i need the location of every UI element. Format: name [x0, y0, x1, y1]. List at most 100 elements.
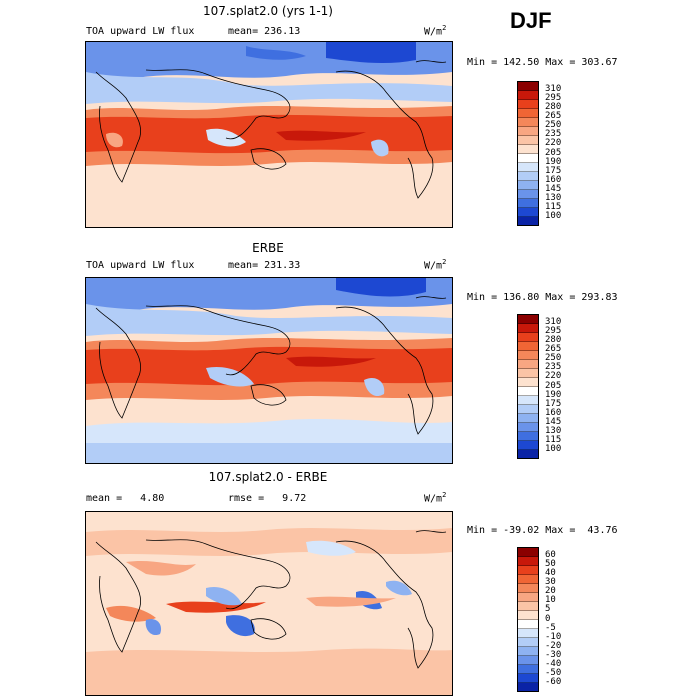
panel-2-colorbar-swatch — [518, 441, 538, 450]
panel-2-colorbar-swatch — [518, 396, 538, 405]
panel-2-colorbar-swatch — [518, 333, 538, 342]
panel-2-colorbar-label: 295 — [545, 326, 562, 337]
season-label: DJF — [510, 8, 552, 33]
panel-3-colorbar-label: -60 — [545, 676, 562, 687]
panel-1-colorbar-label: 205 — [545, 147, 562, 158]
panel-1-colorbar-label: 130 — [545, 192, 562, 203]
panel-1-colorbar-labels: 310 295 280 265 250 235 220 205 190 175 … — [545, 81, 585, 226]
panel-1-colorbar-label: 250 — [545, 120, 562, 131]
panel-3-colorbar-label: 10 — [545, 595, 556, 606]
panel-2-colorbar-label: 220 — [545, 371, 562, 382]
panel-3-colorbar-label: -20 — [545, 640, 562, 651]
panel-3-colorbar — [517, 547, 539, 692]
panel-1-colorbar-label: 265 — [545, 111, 562, 122]
panel-2-colorbar-swatch — [518, 342, 538, 351]
panel-1-colorbar-label: 145 — [545, 183, 562, 194]
panel-2-colorbar-label: 190 — [545, 389, 562, 400]
panel-1-mean: mean= 236.13 — [228, 26, 301, 37]
panel-2-colorbar-label: 280 — [545, 335, 562, 346]
panel-1-colorbar-swatch — [518, 154, 538, 163]
panel-3-colorbar-swatch — [518, 638, 538, 647]
panel-1-colorbar-label: 190 — [545, 156, 562, 167]
panel-3-colorbar-label: -5 — [545, 622, 556, 633]
panel-3-colorbar-swatch — [518, 665, 538, 674]
panel-1-colorbar-label: 295 — [545, 93, 562, 104]
panel-1-colorbar-swatch — [518, 163, 538, 172]
panel-3-colorbar-label: 20 — [545, 586, 556, 597]
panel-1-map — [85, 41, 453, 228]
panel-2-colorbar-label: 145 — [545, 416, 562, 427]
panel-3-title: 107.splat2.0 - ERBE — [208, 470, 328, 484]
panel-3-colorbar-swatch — [518, 683, 538, 691]
panel-3-colorbar-swatch — [518, 656, 538, 665]
panel-1-colorbar-swatch — [518, 136, 538, 145]
panel-3-colorbar-label: 50 — [545, 559, 556, 570]
panel-2-colorbar-label: 175 — [545, 398, 562, 409]
panel-3-colorbar-swatch — [518, 575, 538, 584]
panel-3-colorbar-swatch — [518, 674, 538, 683]
panel-3-colorbar-label: -50 — [545, 667, 562, 678]
panel-3-colorbar-swatch — [518, 602, 538, 611]
panel-3-colorbar-label: 60 — [545, 550, 556, 561]
panel-1-colorbar-label: 115 — [545, 201, 562, 212]
panel-2-colorbar-label: 310 — [545, 317, 562, 328]
panel-1-colorbar-swatch — [518, 118, 538, 127]
panel-3-colorbar-swatch — [518, 647, 538, 656]
panel-1-colorbar-label: 280 — [545, 102, 562, 113]
panel-3-map-svg — [86, 512, 452, 695]
panel-1-colorbar — [517, 81, 539, 226]
panel-3-colorbar-swatch — [518, 584, 538, 593]
panel-3-colorbar-label: 5 — [545, 604, 551, 615]
panel-2-colorbar-label: 265 — [545, 344, 562, 355]
panel-2-colorbar-label: 115 — [545, 434, 562, 445]
panel-3-colorbar-swatch — [518, 557, 538, 566]
panel-1-colorbar-swatch — [518, 145, 538, 154]
panel-3-mean: mean = 4.80 — [86, 493, 165, 504]
panel-2-colorbar-swatch — [518, 369, 538, 378]
panel-2-colorbar-swatch — [518, 315, 538, 324]
panel-1-colorbar-swatch — [518, 82, 538, 91]
panel-3-colorbar-swatch — [518, 620, 538, 629]
panel-2-colorbar-label: 130 — [545, 425, 562, 436]
panel-3-colorbar-labels: 60 50 40 30 20 10 5 0 -5 -10 -20 -30 -40… — [545, 547, 585, 692]
panel-2-colorbar-swatch — [518, 378, 538, 387]
panel-1-colorbar-swatch — [518, 208, 538, 217]
panel-2-map-svg — [86, 278, 452, 463]
panel-3-colorbar-label: -10 — [545, 631, 562, 642]
panel-3-colorbar-swatch — [518, 566, 538, 575]
panel-1-colorbar-swatch — [518, 217, 538, 225]
panel-1-field-label: TOA upward LW flux — [86, 26, 195, 37]
panel-3-colorbar-label: 0 — [545, 613, 551, 624]
panel-1-colorbar-label: 160 — [545, 174, 562, 185]
panel-3-units: W/m2 — [424, 491, 447, 505]
panel-1-colorbar-label: 175 — [545, 165, 562, 176]
panel-1-colorbar-label: 100 — [545, 210, 562, 221]
panel-2-mean: mean= 231.33 — [228, 260, 301, 271]
panel-2-colorbar-swatch — [518, 432, 538, 441]
panel-2-map — [85, 277, 453, 464]
panel-2-field-label: TOA upward LW flux — [86, 260, 195, 271]
panel-2-colorbar-swatch — [518, 405, 538, 414]
panel-2-colorbar-label: 100 — [545, 443, 562, 454]
panel-3-map — [85, 511, 453, 696]
panel-2-colorbar-swatch — [518, 360, 538, 369]
panel-1-colorbar-swatch — [518, 127, 538, 136]
panel-1-colorbar-label: 235 — [545, 129, 562, 140]
panel-2-title: ERBE — [252, 241, 284, 255]
panel-1-colorbar-swatch — [518, 91, 538, 100]
panel-3-colorbar-label: 30 — [545, 577, 556, 588]
panel-1-colorbar-label: 220 — [545, 138, 562, 149]
panel-3-colorbar-label: 40 — [545, 568, 556, 579]
panel-2-colorbar-swatch — [518, 387, 538, 396]
panel-2-colorbar-swatch — [518, 351, 538, 360]
panel-2-colorbar-label: 205 — [545, 380, 562, 391]
panel-1-colorbar-swatch — [518, 181, 538, 190]
panel-2-colorbar-swatch — [518, 414, 538, 423]
panel-3-colorbar-swatch — [518, 593, 538, 602]
panel-3-rmse: rmse = 9.72 — [228, 493, 307, 504]
panel-2-colorbar-label: 160 — [545, 407, 562, 418]
panel-3-colorbar-label: -40 — [545, 658, 562, 669]
panel-2-colorbar-labels: 310 295 280 265 250 235 220 205 190 175 … — [545, 314, 585, 459]
panel-1-map-svg — [86, 42, 452, 227]
panel-1-colorbar-swatch — [518, 199, 538, 208]
